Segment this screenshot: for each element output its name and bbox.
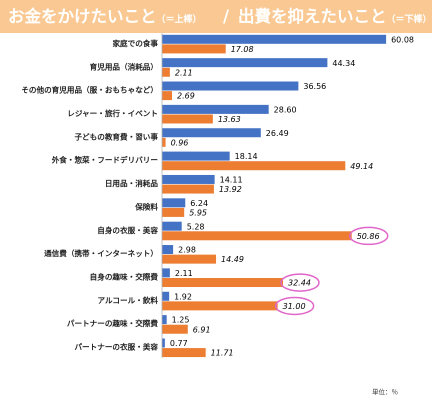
value-label-spend-less: 5.95 <box>189 209 207 218</box>
value-label-spend-more: 60.08 <box>391 35 414 44</box>
highlight-circle <box>348 226 389 246</box>
bar-spend-more <box>162 81 299 91</box>
unit-label: 単位：％ <box>372 388 398 396</box>
bar-spend-less <box>162 324 188 334</box>
bar-spend-less <box>162 44 226 54</box>
bar-spend-less <box>162 207 185 217</box>
value-label-spend-more: 2.11 <box>175 269 193 278</box>
category-label: パートナーの趣味・交際費 <box>67 318 159 328</box>
category-label: レジャー・旅行・イベント <box>67 108 158 118</box>
highlight-circle <box>280 273 320 292</box>
bar-spend-more <box>162 104 269 114</box>
category-label: 育児用品（消耗品） <box>90 61 158 71</box>
category-label: パートナーの衣服・美容 <box>74 342 158 352</box>
bar-spend-less <box>162 301 278 311</box>
bar-chart: 家庭での食事 60.08 17.08 育児用品（消耗品） 44.34 2.11 その他の育児… <box>21 33 414 358</box>
value-label-spend-more: 1.25 <box>172 316 190 325</box>
value-label-spend-more: 28.60 <box>274 105 297 114</box>
value-label-spend-less: 2.69 <box>177 92 195 101</box>
bar-spend-less <box>162 348 206 358</box>
value-label-spend-more: 0.77 <box>170 339 188 348</box>
bar-spend-less <box>162 161 346 171</box>
bar-spend-more <box>162 245 174 255</box>
category-label: 自身の衣服・美容 <box>97 225 158 235</box>
value-label-spend-less: 0.96 <box>171 138 189 147</box>
title-spend-more: お金をかけたいこと（＝上棒） <box>8 7 202 26</box>
bar-spend-more <box>162 34 387 44</box>
value-label-spend-less: 6.91 <box>193 325 211 334</box>
value-label-spend-more: 14.11 <box>220 176 243 185</box>
bar-spend-more <box>162 151 230 161</box>
value-label-spend-less: 31.00 <box>283 302 306 311</box>
value-label-spend-more: 44.34 <box>332 59 355 68</box>
value-label-spend-less: 17.08 <box>231 45 254 54</box>
bar-spend-less <box>162 67 170 77</box>
bar-spend-more <box>162 315 167 325</box>
chart-header: お金をかけたいこと（＝上棒） / 出費を抑えたいこと（＝下棒） <box>0 0 432 33</box>
value-label-spend-less: 49.14 <box>350 162 373 171</box>
value-label-spend-more: 18.14 <box>235 152 258 161</box>
bar-spend-less <box>162 254 217 264</box>
value-label-spend-more: 6.24 <box>190 199 208 208</box>
value-label-spend-less: 11.71 <box>211 349 234 358</box>
bar-spend-more <box>162 221 182 231</box>
highlight-circle <box>274 296 315 316</box>
value-label-spend-more: 2.98 <box>178 246 196 255</box>
value-label-spend-more: 36.56 <box>303 82 326 91</box>
bar-spend-more <box>162 128 261 138</box>
category-label: その他の育児用品（服・おもちゃなど） <box>21 85 158 95</box>
bar-spend-less <box>162 137 166 147</box>
value-label-spend-more: 26.49 <box>266 129 289 138</box>
title-spend-less: 出費を抑えたいこと（＝下棒） <box>238 7 432 26</box>
bar-spend-less <box>162 91 173 101</box>
category-label: 自身の趣味・交際費 <box>90 272 159 282</box>
bar-spend-more <box>162 58 328 68</box>
value-label-spend-more: 5.28 <box>187 222 205 231</box>
title-separator: / <box>223 7 230 26</box>
bar-spend-less <box>162 231 352 241</box>
value-label-spend-less: 13.63 <box>218 115 241 124</box>
value-label-spend-less: 14.49 <box>221 255 244 264</box>
bar-spend-more <box>162 268 170 278</box>
category-label: 子どもの教育費・習い事 <box>74 131 158 141</box>
category-label: 通信費（携帯・インターネット） <box>44 248 158 258</box>
value-label-spend-less: 2.11 <box>175 68 193 77</box>
category-label: 日用品・消耗品 <box>105 178 159 188</box>
bar-spend-more <box>162 174 215 184</box>
value-label-spend-more: 1.92 <box>174 292 192 301</box>
bar-spend-less <box>162 278 284 287</box>
value-label-spend-less: 50.86 <box>357 232 380 241</box>
bar-spend-more <box>162 198 186 208</box>
category-label: アルコール・飲料 <box>97 295 158 305</box>
category-label: 保険料 <box>134 201 158 211</box>
bar-spend-more <box>162 338 165 348</box>
value-label-spend-less: 13.92 <box>219 185 242 194</box>
category-label: 外食・惣菜・フードデリバリー <box>52 155 158 165</box>
value-label-spend-less: 32.44 <box>288 279 311 288</box>
bar-spend-less <box>162 114 213 124</box>
bar-spend-less <box>162 184 214 194</box>
category-label: 家庭での食事 <box>112 38 158 48</box>
bar-spend-more <box>162 291 170 301</box>
